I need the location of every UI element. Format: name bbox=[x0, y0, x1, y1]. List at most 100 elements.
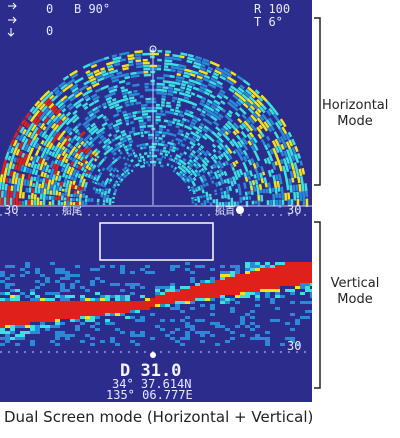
echo bbox=[201, 60, 210, 67]
echo bbox=[165, 292, 170, 295]
echo bbox=[240, 283, 245, 286]
echo bbox=[90, 80, 97, 85]
echo bbox=[223, 95, 229, 100]
echo bbox=[86, 133, 92, 139]
echo bbox=[5, 322, 10, 325]
echo bbox=[270, 301, 275, 304]
echo bbox=[107, 67, 115, 72]
echo bbox=[5, 177, 9, 184]
echo bbox=[195, 295, 200, 298]
echo bbox=[50, 340, 55, 343]
echo bbox=[141, 164, 146, 168]
echo bbox=[175, 295, 180, 298]
echo bbox=[245, 277, 250, 280]
icon bbox=[8, 16, 17, 24]
echo bbox=[145, 271, 150, 274]
echo bbox=[215, 83, 224, 90]
echo bbox=[235, 301, 240, 304]
echo bbox=[223, 179, 228, 184]
echo bbox=[35, 295, 40, 298]
echo bbox=[178, 138, 183, 143]
echo bbox=[42, 125, 47, 131]
echo bbox=[125, 283, 130, 286]
echo bbox=[267, 169, 272, 178]
echo bbox=[285, 280, 290, 283]
echo bbox=[173, 90, 178, 94]
echo bbox=[29, 156, 34, 161]
echo bbox=[100, 280, 105, 283]
echo bbox=[83, 80, 91, 86]
echo bbox=[105, 179, 109, 183]
echo bbox=[128, 93, 135, 97]
echo bbox=[155, 325, 160, 328]
echo bbox=[69, 145, 74, 150]
echo bbox=[310, 295, 312, 298]
echo bbox=[75, 265, 80, 268]
echo bbox=[70, 313, 75, 316]
echo bbox=[116, 169, 120, 173]
echo bbox=[133, 92, 140, 96]
echo bbox=[226, 128, 232, 134]
echo bbox=[59, 113, 66, 120]
echo bbox=[295, 343, 300, 346]
echo bbox=[217, 173, 222, 178]
echo bbox=[235, 274, 240, 277]
echo bbox=[125, 103, 130, 107]
echo bbox=[180, 301, 185, 304]
echo bbox=[290, 328, 295, 331]
echo bbox=[46, 188, 50, 195]
echo bbox=[95, 177, 100, 182]
echo bbox=[226, 120, 233, 127]
echo bbox=[217, 165, 221, 169]
echo bbox=[135, 310, 140, 313]
echo bbox=[33, 163, 38, 169]
echo bbox=[115, 298, 120, 301]
echo bbox=[212, 175, 216, 180]
echo bbox=[60, 331, 65, 334]
echo bbox=[170, 298, 175, 301]
echo bbox=[65, 111, 72, 117]
echo bbox=[298, 183, 302, 193]
echo bbox=[95, 277, 100, 280]
echo bbox=[260, 122, 269, 132]
echo bbox=[277, 137, 282, 144]
echo bbox=[140, 316, 145, 319]
echo bbox=[90, 301, 95, 304]
echo bbox=[295, 274, 300, 277]
echo bbox=[83, 187, 87, 192]
echo bbox=[90, 114, 97, 120]
echo bbox=[64, 147, 69, 152]
echo bbox=[172, 133, 177, 137]
echo bbox=[118, 51, 130, 56]
echo bbox=[163, 146, 167, 150]
echo bbox=[280, 265, 285, 268]
echo bbox=[90, 268, 95, 271]
echo bbox=[206, 171, 211, 176]
echo bbox=[268, 107, 275, 116]
echo bbox=[26, 179, 30, 187]
echo bbox=[60, 316, 65, 319]
echo bbox=[31, 188, 35, 194]
echo bbox=[0, 322, 5, 325]
echo bbox=[285, 337, 290, 340]
echo bbox=[195, 289, 200, 292]
echo bbox=[180, 142, 186, 148]
echo bbox=[79, 189, 83, 195]
echo bbox=[85, 97, 91, 102]
echo bbox=[215, 280, 220, 283]
echo bbox=[44, 90, 51, 96]
bearing: B 90° bbox=[74, 2, 110, 16]
echo bbox=[205, 289, 210, 292]
echo bbox=[80, 316, 85, 319]
echo bbox=[235, 265, 240, 268]
echo bbox=[25, 319, 30, 322]
echo bbox=[285, 268, 290, 271]
echo bbox=[210, 289, 215, 292]
echo bbox=[166, 163, 170, 167]
echo bbox=[222, 69, 233, 78]
echo bbox=[40, 310, 45, 313]
echo bbox=[94, 148, 99, 153]
echo bbox=[224, 149, 230, 155]
echo bbox=[52, 107, 59, 114]
echo bbox=[30, 301, 35, 304]
